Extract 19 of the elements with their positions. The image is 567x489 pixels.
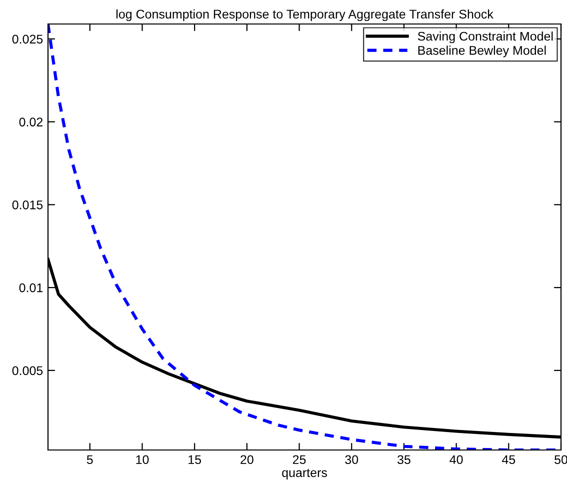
legend-label: Baseline Bewley Model <box>418 46 546 58</box>
x-tick-label: 35 <box>397 455 410 464</box>
x-tick-label: 40 <box>450 455 463 464</box>
legend-label: Saving Constraint Model <box>418 32 553 44</box>
y-tick-label: 0.02 <box>19 118 43 126</box>
x-axis-title: quarters <box>282 468 327 480</box>
x-tick-label: 30 <box>345 455 358 464</box>
x-tick-label: 5 <box>86 455 93 464</box>
x-tick-label: 45 <box>502 455 516 464</box>
x-tick-label: 25 <box>292 455 306 464</box>
x-tick-label: 15 <box>188 455 201 464</box>
y-tick-label: 0.01 <box>19 283 43 292</box>
chart-title: log Consumption Response to Temporary Aggregate Transfer Shock <box>116 9 494 22</box>
x-tick-label: 10 <box>136 455 149 464</box>
y-tick-label: 0.005 <box>12 366 43 376</box>
x-tick-label: 20 <box>240 455 254 464</box>
x-tick-label: 50 <box>554 455 567 464</box>
y-tick-label: 0.025 <box>12 34 43 44</box>
y-tick-label: 0.015 <box>12 200 43 210</box>
